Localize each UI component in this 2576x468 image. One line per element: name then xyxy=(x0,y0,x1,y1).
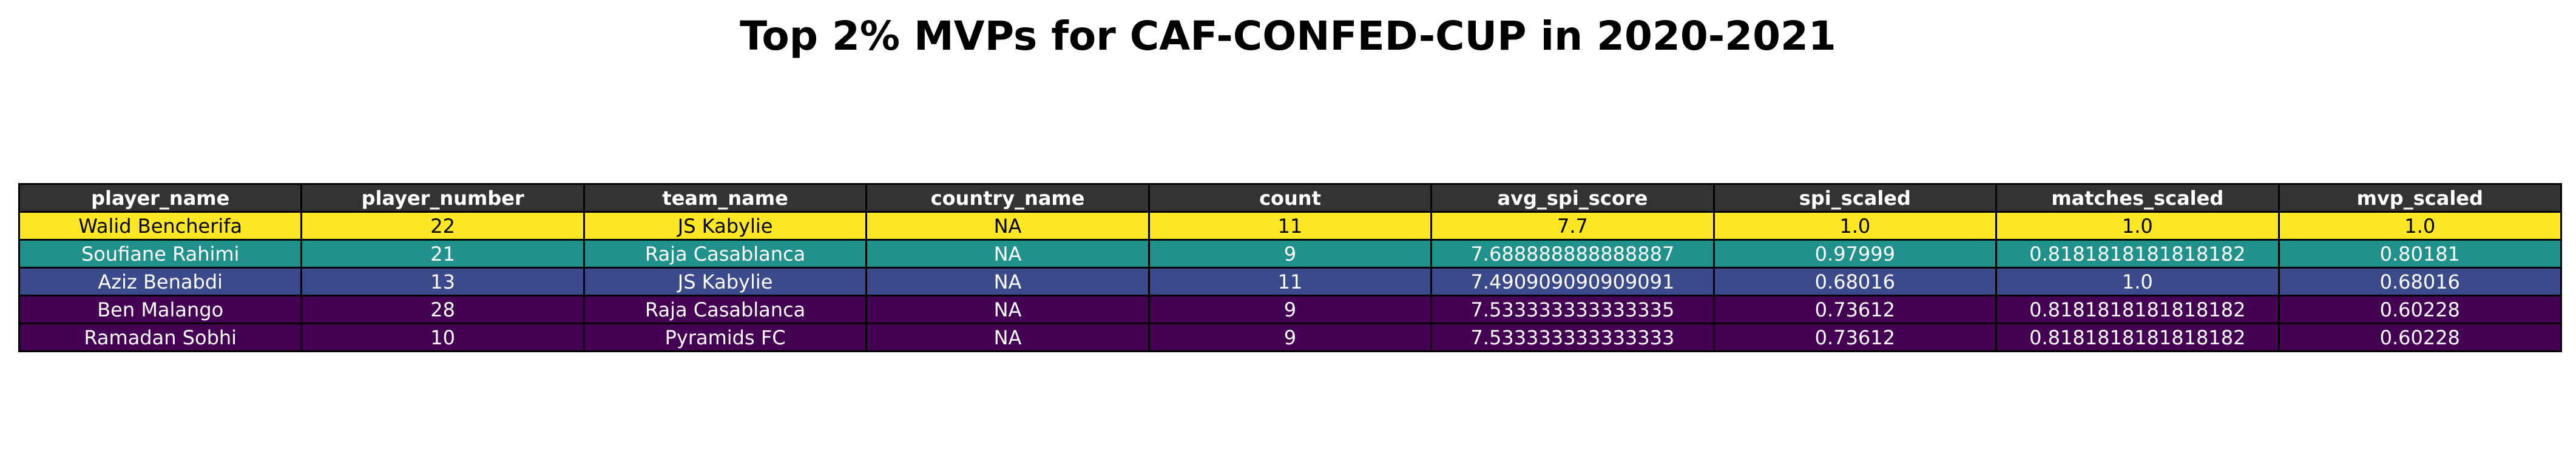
column-header-spi-scaled: spi_scaled xyxy=(1712,183,1998,213)
table-cell-player-name: Soufiane Rahimi xyxy=(18,239,303,269)
table-cell-player-name: Aziz Benabdi xyxy=(18,267,303,296)
table-cell-country-name: NA xyxy=(865,239,1150,269)
table-cell-mvp-scaled: 0.68016 xyxy=(2277,267,2562,296)
table-cell-spi-scaled: 1.0 xyxy=(1712,211,1998,241)
table-cell-country-name: NA xyxy=(865,295,1150,324)
table-cell-matches-scaled: 0.8181818181818182 xyxy=(1995,323,2280,352)
column-header-player-name: player_name xyxy=(18,183,303,213)
table-cell-country-name: NA xyxy=(865,267,1150,296)
table-cell-matches-scaled: 0.8181818181818182 xyxy=(1995,295,2280,324)
column-header-country-name: country_name xyxy=(865,183,1150,213)
table-cell-player-number: 28 xyxy=(300,295,585,324)
table-cell-matches-scaled: 0.8181818181818182 xyxy=(1995,239,2280,269)
column-header-player-number: player_number xyxy=(300,183,585,213)
table-cell-team-name: Pyramids FC xyxy=(583,323,868,352)
mvp-table: player_name player_number team_name country… xyxy=(18,183,2562,352)
table-cell-count: 9 xyxy=(1148,295,1433,324)
table-cell-avg-spi-score: 7.533333333333335 xyxy=(1430,295,1715,324)
table-cell-count: 9 xyxy=(1148,239,1433,269)
table-cell-spi-scaled: 0.68016 xyxy=(1712,267,1998,296)
column-header-mvp-scaled: mvp_scaled xyxy=(2277,183,2562,213)
column-header-avg-spi-score: avg_spi_score xyxy=(1430,183,1715,213)
table-cell-spi-scaled: 0.73612 xyxy=(1712,295,1998,324)
column-header-team-name: team_name xyxy=(583,183,868,213)
table-cell-mvp-scaled: 0.80181 xyxy=(2277,239,2562,269)
table-cell-country-name: NA xyxy=(865,211,1150,241)
table-cell-mvp-scaled: 0.60228 xyxy=(2277,295,2562,324)
column-header-matches-scaled: matches_scaled xyxy=(1995,183,2280,213)
table-cell-avg-spi-score: 7.490909090909091 xyxy=(1430,267,1715,296)
table-cell-country-name: NA xyxy=(865,323,1150,352)
table-cell-matches-scaled: 1.0 xyxy=(1995,211,2280,241)
table-row: Ramadan Sobhi 10 Pyramids FC NA 9 7.533333333… xyxy=(18,323,2562,352)
table-row: Ben Malango 28 Raja Casablanca NA 9 7.5333333… xyxy=(18,295,2562,324)
table-cell-team-name: Raja Casablanca xyxy=(583,239,868,269)
table-cell-mvp-scaled: 0.60228 xyxy=(2277,323,2562,352)
table-cell-team-name: JS Kabylie xyxy=(583,267,868,296)
table-body: Walid Bencherifa 22 JS Kabylie NA 11 7.7 1.0 1.… xyxy=(18,211,2562,352)
table-row: Soufiane Rahimi 21 Raja Casablanca NA 9 7.688… xyxy=(18,239,2562,269)
table-cell-player-number: 22 xyxy=(300,211,585,241)
table-cell-spi-scaled: 0.73612 xyxy=(1712,323,1998,352)
chart-title: Top 2% MVPs for CAF-CONFED-CUP in 2020-2… xyxy=(740,13,1836,59)
table-cell-team-name: JS Kabylie xyxy=(583,211,868,241)
table-cell-count: 11 xyxy=(1148,267,1433,296)
table-cell-count: 9 xyxy=(1148,323,1433,352)
table-cell-team-name: Raja Casablanca xyxy=(583,295,868,324)
table-cell-avg-spi-score: 7.688888888888887 xyxy=(1430,239,1715,269)
table-cell-matches-scaled: 1.0 xyxy=(1995,267,2280,296)
column-header-count: count xyxy=(1148,183,1433,213)
table-cell-player-number: 10 xyxy=(300,323,585,352)
table-cell-count: 11 xyxy=(1148,211,1433,241)
table-cell-player-name: Walid Bencherifa xyxy=(18,211,303,241)
table-cell-player-number: 13 xyxy=(300,267,585,296)
table-row: Walid Bencherifa 22 JS Kabylie NA 11 7.7 1.0 1.… xyxy=(18,211,2562,241)
table-cell-avg-spi-score: 7.533333333333333 xyxy=(1430,323,1715,352)
table-cell-player-name: Ramadan Sobhi xyxy=(18,323,303,352)
table-row: Aziz Benabdi 13 JS Kabylie NA 11 7.4909090909… xyxy=(18,267,2562,296)
table-header-row: player_name player_number team_name country… xyxy=(18,183,2562,213)
table-cell-mvp-scaled: 1.0 xyxy=(2277,211,2562,241)
table-cell-spi-scaled: 0.97999 xyxy=(1712,239,1998,269)
table-cell-avg-spi-score: 7.7 xyxy=(1430,211,1715,241)
table-cell-player-name: Ben Malango xyxy=(18,295,303,324)
table-cell-player-number: 21 xyxy=(300,239,585,269)
